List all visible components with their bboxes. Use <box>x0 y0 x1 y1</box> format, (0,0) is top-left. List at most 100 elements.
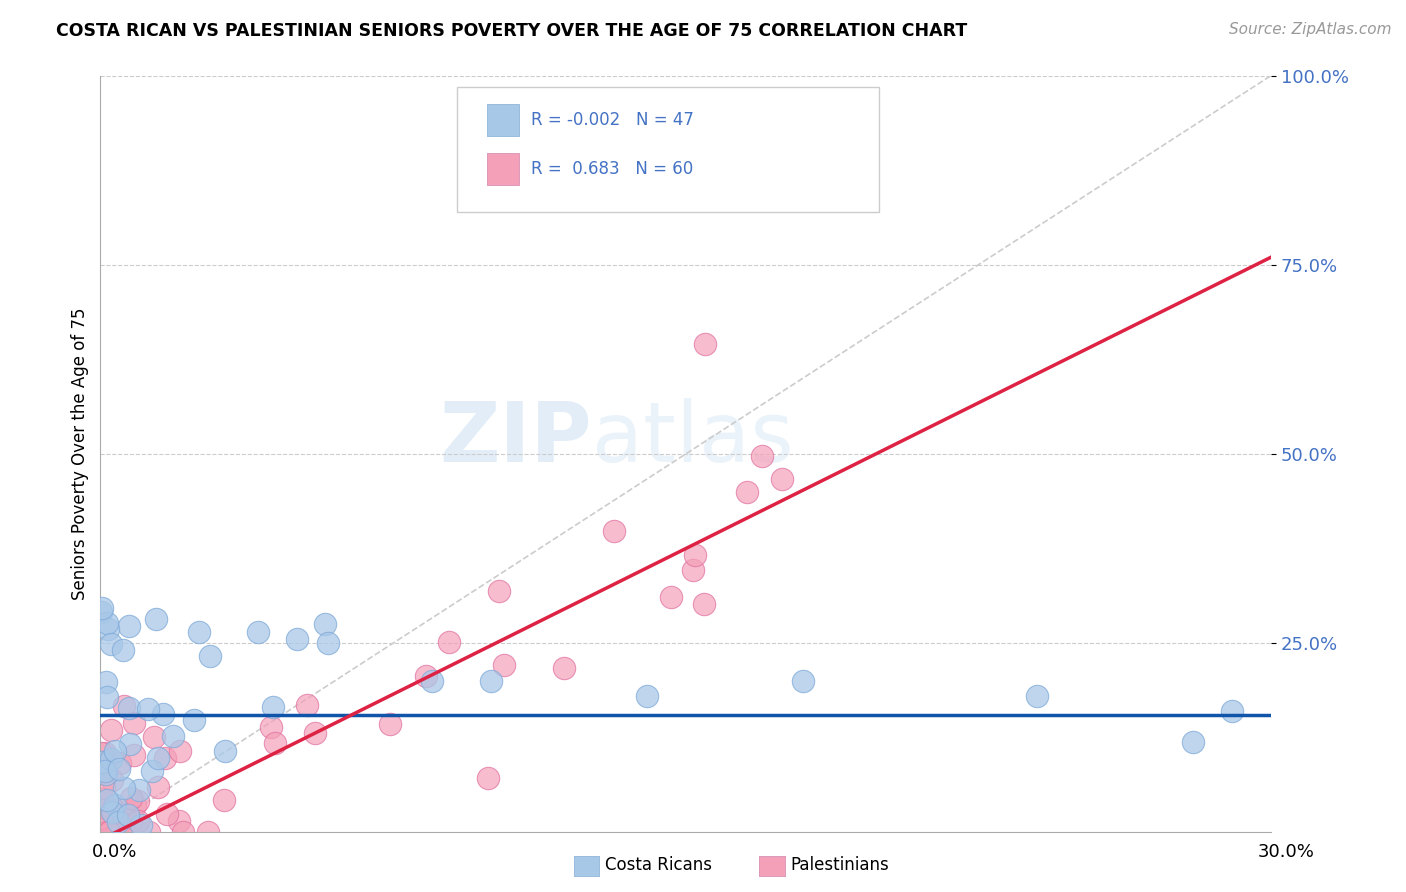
Point <box>90 811 112 825</box>
Point <box>260 721 283 735</box>
Point <box>488 583 510 598</box>
Point <box>93 757 115 772</box>
Point <box>117 808 139 822</box>
Point <box>112 698 135 713</box>
Point <box>96 616 118 631</box>
Point <box>659 590 682 604</box>
Point <box>112 780 135 795</box>
Point <box>1220 704 1243 718</box>
FancyBboxPatch shape <box>457 87 879 211</box>
Point <box>693 597 716 611</box>
Point <box>100 825 122 839</box>
Point <box>295 698 318 712</box>
Point <box>138 702 160 716</box>
Point <box>117 805 139 820</box>
Point <box>152 707 174 722</box>
Point <box>94 825 117 839</box>
Point <box>553 661 575 675</box>
Point <box>94 746 117 760</box>
Text: R =  0.683   N = 60: R = 0.683 N = 60 <box>531 161 693 178</box>
Text: ZIP: ZIP <box>440 399 592 479</box>
Point <box>214 744 236 758</box>
Point <box>146 780 169 794</box>
Point <box>683 548 706 562</box>
Point <box>1026 689 1049 703</box>
Point <box>169 743 191 757</box>
Point <box>378 716 401 731</box>
Text: R = -0.002   N = 47: R = -0.002 N = 47 <box>531 112 695 129</box>
Point <box>114 825 136 839</box>
Point <box>197 825 219 839</box>
Point <box>792 673 814 688</box>
Point <box>153 750 176 764</box>
Point <box>167 814 190 828</box>
Point <box>122 715 145 730</box>
Point <box>90 601 112 615</box>
Text: Costa Ricans: Costa Ricans <box>605 856 711 874</box>
Point <box>100 751 122 765</box>
Point <box>120 790 142 805</box>
Point <box>143 730 166 744</box>
Point <box>94 756 117 770</box>
Point <box>100 723 122 738</box>
Point <box>97 622 120 636</box>
Text: COSTA RICAN VS PALESTINIAN SENIORS POVERTY OVER THE AGE OF 75 CORRELATION CHART: COSTA RICAN VS PALESTINIAN SENIORS POVER… <box>56 22 967 40</box>
Point <box>212 793 235 807</box>
Point <box>162 729 184 743</box>
Point <box>263 736 285 750</box>
Text: Palestinians: Palestinians <box>790 856 889 874</box>
Point <box>93 780 115 795</box>
Point <box>104 744 127 758</box>
Point <box>104 797 127 812</box>
Point <box>97 825 120 839</box>
Point <box>94 764 117 778</box>
Point <box>94 825 117 839</box>
Point <box>108 762 131 776</box>
Point <box>124 798 146 813</box>
Point <box>107 815 129 830</box>
Point <box>316 636 339 650</box>
Point <box>97 825 120 839</box>
Point <box>127 814 149 828</box>
Point <box>96 793 118 807</box>
Point <box>90 605 112 619</box>
Text: atlas: atlas <box>592 399 794 479</box>
Point <box>93 801 115 815</box>
Point <box>285 632 308 647</box>
Point <box>94 825 117 839</box>
Text: 0.0%: 0.0% <box>91 843 136 861</box>
Point <box>94 675 117 690</box>
Point <box>131 817 153 831</box>
Point <box>636 689 658 703</box>
Text: 30.0%: 30.0% <box>1258 843 1315 861</box>
Point <box>183 713 205 727</box>
Point <box>122 747 145 762</box>
Point <box>172 825 194 839</box>
Point <box>751 449 773 463</box>
Point <box>120 816 142 830</box>
Point <box>138 825 160 839</box>
Point <box>1182 734 1205 748</box>
Point <box>156 806 179 821</box>
Point <box>101 802 124 816</box>
Point <box>145 612 167 626</box>
Point <box>770 472 793 486</box>
Point <box>246 624 269 639</box>
Point <box>100 637 122 651</box>
Point <box>304 726 326 740</box>
Point <box>141 764 163 778</box>
Point <box>420 673 443 688</box>
Point <box>90 746 112 760</box>
Point <box>148 751 170 765</box>
Point <box>100 805 122 820</box>
Point <box>108 756 131 770</box>
Point <box>96 690 118 704</box>
Point <box>101 772 124 787</box>
Point <box>128 783 150 797</box>
Point <box>187 624 209 639</box>
Point <box>479 673 502 688</box>
Point <box>91 791 114 805</box>
Point <box>111 643 134 657</box>
Bar <box>486 153 519 186</box>
Point <box>682 563 704 577</box>
